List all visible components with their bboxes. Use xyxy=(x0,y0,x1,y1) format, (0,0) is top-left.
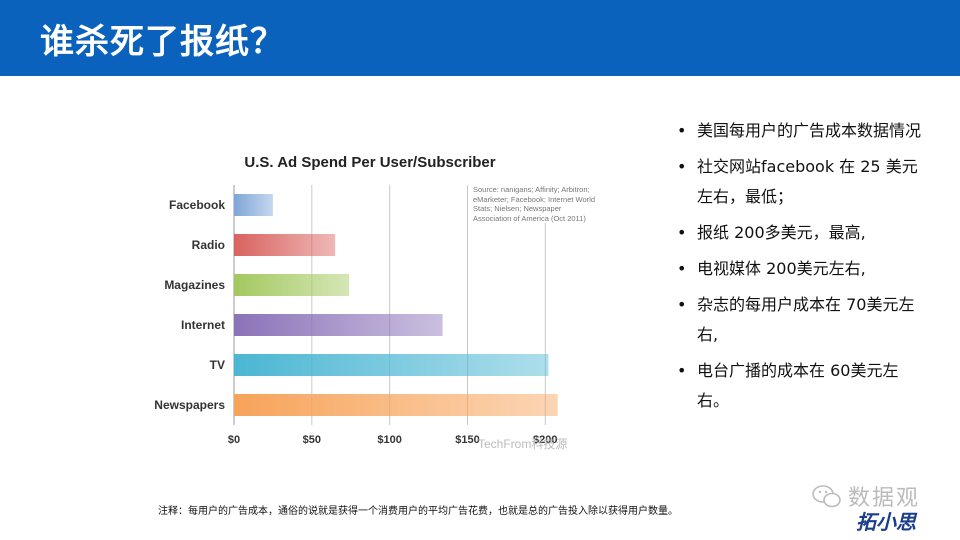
x-tick-label: $0 xyxy=(228,434,240,446)
chart-bars xyxy=(234,194,558,416)
x-tick-label: $100 xyxy=(377,434,401,446)
watermark-signature: 拓小思 xyxy=(856,510,916,534)
bullet-item: 社交网站facebook 在 25 美元左右，最低； xyxy=(675,152,925,212)
x-tick-label: $150 xyxy=(455,434,479,446)
bullet-item: 杂志的每用户成本在 70美元左右, xyxy=(675,290,925,350)
category-label: Magazines xyxy=(164,278,225,292)
bar-chart: U.S. Ad Spend Per User/Subscriber Facebo… xyxy=(154,154,600,451)
wechat-icon xyxy=(812,485,841,508)
category-label: TV xyxy=(210,358,225,372)
bar-tv xyxy=(234,354,549,376)
bar-radio xyxy=(234,234,336,256)
footnote: 注释：每用户的广告成本，通俗的说就是获得一个消费用户的平均广告花费，也就是总的广… xyxy=(158,506,678,517)
bullet-list: 美国每用户的广告成本数据情况 社交网站facebook 在 25 美元左右，最低… xyxy=(675,116,925,422)
category-label: Radio xyxy=(192,238,225,252)
bullet-item: 电视媒体 200美元左右, xyxy=(675,254,925,284)
bar-magazines xyxy=(234,274,350,296)
chart-title: U.S. Ad Spend Per User/Subscriber xyxy=(244,154,495,171)
bullet-item: 电台广播的成本在 60美元左右。 xyxy=(675,356,925,416)
category-label: Internet xyxy=(181,318,225,332)
chart-source-note: Source: nanigans; Affinity; Arbitron; eM… xyxy=(473,185,600,223)
chart-gridlines xyxy=(233,185,546,425)
bullet-item: 报纸 200多美元，最高, xyxy=(675,218,925,248)
bar-internet xyxy=(234,314,443,336)
bar-newspapers xyxy=(234,394,558,416)
bullet-item: 美国每用户的广告成本数据情况 xyxy=(675,116,925,146)
page-title: 谁杀死了报纸？ xyxy=(40,22,285,62)
x-tick-label: $50 xyxy=(303,434,321,446)
x-tick-label: $200 xyxy=(533,434,557,446)
category-label: Newspapers xyxy=(154,398,225,412)
chart-category-labels: Facebook Radio Magazines Internet TV Newspape… xyxy=(154,198,225,412)
watermark: 数据观 拓小思 xyxy=(812,478,952,534)
chart-watermark: TechFrom科技源 xyxy=(478,437,567,451)
bar-facebook xyxy=(234,194,273,216)
watermark-text: 数据观 xyxy=(848,486,921,511)
header-bar: 谁杀死了报纸？ xyxy=(0,0,960,76)
chart-source-box: Source: nanigans; Affinity; Arbitron; eM… xyxy=(473,185,600,223)
chart-tick-labels: $0 $50 $100 $150 $200 xyxy=(228,434,558,446)
category-label: Facebook xyxy=(169,198,225,212)
